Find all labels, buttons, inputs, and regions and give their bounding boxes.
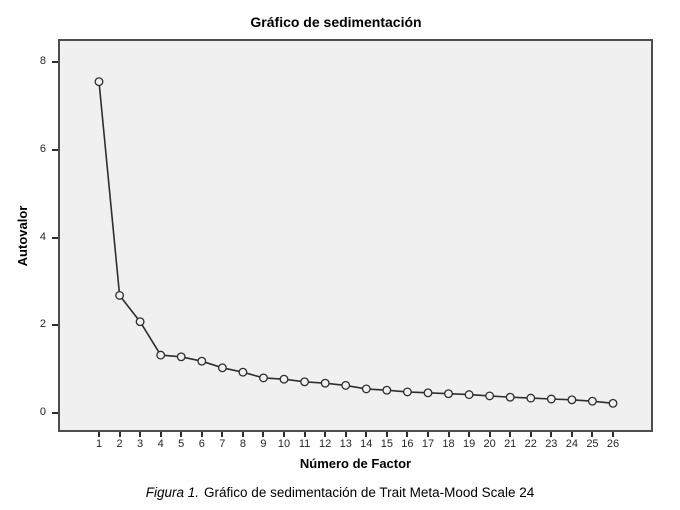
x-axis-tick — [509, 432, 512, 437]
y-tick-label: 4 — [39, 230, 46, 243]
x-axis-tick — [570, 432, 573, 437]
y-axis-tick — [52, 236, 58, 239]
x-tick-label: 21 — [504, 438, 517, 450]
data-point-marker — [546, 394, 556, 404]
x-axis-tick — [303, 432, 306, 437]
y-tick-label: 8 — [39, 55, 46, 67]
x-axis-tick — [406, 432, 409, 437]
x-axis-tick — [529, 432, 532, 437]
data-point-marker — [423, 388, 433, 398]
scree-line-chart — [94, 77, 618, 408]
y-tick-label: 6 — [39, 142, 46, 155]
x-axis-tick — [426, 432, 429, 437]
x-tick-label: 13 — [339, 438, 352, 450]
x-axis-tick — [118, 432, 121, 437]
data-point-marker — [361, 384, 371, 394]
x-axis-tick — [98, 432, 100, 437]
x-tick-label: 18 — [442, 438, 455, 450]
x-axis-tick — [139, 432, 142, 437]
plot-area — [58, 39, 653, 432]
data-point-marker — [259, 373, 268, 383]
y-axis-tick — [52, 412, 58, 414]
data-point-marker — [485, 391, 495, 401]
x-axis-tick — [241, 432, 244, 437]
x-tick-label: 2 — [116, 438, 123, 450]
scree-polyline — [98, 81, 614, 405]
data-point-marker — [94, 77, 104, 87]
data-point-marker — [176, 352, 186, 362]
x-tick-label: 22 — [524, 438, 537, 450]
x-tick-label: 9 — [260, 438, 267, 450]
y-tick-label: 2 — [39, 318, 46, 331]
x-axis-tick — [447, 432, 450, 437]
data-point-marker — [300, 377, 310, 387]
x-tick-label: 6 — [198, 438, 205, 450]
y-axis-tick — [52, 61, 58, 63]
data-point-marker — [197, 356, 207, 366]
x-axis-tick — [324, 432, 327, 437]
x-tick-label: 8 — [239, 438, 246, 450]
data-point-marker — [320, 378, 330, 388]
x-tick-label: 20 — [483, 438, 496, 450]
data-point-marker — [526, 393, 536, 403]
x-tick-label: 15 — [380, 438, 393, 450]
x-tick-label: 16 — [401, 438, 414, 450]
y-tick-label: 0 — [39, 406, 46, 418]
x-axis-tick — [385, 432, 388, 437]
data-point-marker — [279, 374, 289, 384]
x-tick-label: 4 — [157, 438, 164, 450]
x-tick-label: 11 — [298, 438, 311, 450]
data-point-marker — [115, 290, 125, 300]
x-tick-label: 24 — [565, 438, 578, 450]
chart-title: Gráfico de sedimentación — [250, 14, 422, 30]
x-tick-label: 10 — [277, 438, 291, 450]
x-axis-tick — [365, 432, 368, 437]
figure-caption: Figura 1. Gráfico de sedimentación de Tra… — [0, 485, 680, 500]
data-point-marker — [341, 380, 351, 390]
y-axis-tick — [52, 324, 58, 327]
y-axis-tick — [52, 148, 58, 151]
x-tick-label: 7 — [219, 438, 226, 450]
x-axis-tick — [221, 432, 224, 437]
x-axis-tick — [591, 432, 594, 437]
x-axis-tick — [159, 432, 162, 437]
x-tick-label: 23 — [545, 438, 558, 450]
x-tick-label: 19 — [462, 438, 476, 450]
data-point-marker — [444, 389, 453, 399]
x-tick-label: 1 — [95, 438, 103, 450]
x-axis-tick — [488, 432, 491, 437]
x-axis-tick — [468, 432, 471, 437]
x-axis-label: Número de Factor — [299, 456, 412, 471]
data-point-marker — [402, 387, 412, 397]
x-tick-label: 14 — [360, 438, 373, 450]
x-tick-label: 12 — [319, 438, 332, 450]
x-tick-label: 25 — [586, 438, 599, 450]
data-point-marker — [156, 350, 166, 360]
data-point-marker — [238, 367, 248, 377]
caption-figure-number: Figura 1. — [145, 485, 200, 500]
data-point-marker — [135, 317, 145, 327]
x-axis-tick — [550, 432, 553, 437]
data-point-marker — [217, 363, 227, 373]
x-axis-tick — [262, 432, 265, 437]
data-point-marker — [608, 398, 618, 408]
caption-text: Gráfico de sedimentación de Trait Meta-M… — [204, 485, 535, 500]
data-point-marker — [505, 392, 515, 402]
x-axis-tick — [200, 432, 203, 437]
data-point-marker — [567, 395, 577, 405]
x-axis-tick — [283, 432, 286, 437]
x-tick-label: 3 — [137, 438, 144, 450]
data-point-marker — [464, 390, 474, 400]
x-tick-label: 26 — [606, 438, 620, 450]
x-axis-tick — [180, 432, 183, 437]
x-tick-label: 17 — [421, 438, 435, 450]
data-point-marker — [382, 385, 392, 395]
x-tick-label: 5 — [178, 438, 185, 450]
x-axis-tick — [344, 432, 347, 437]
data-point-marker — [587, 396, 597, 406]
x-axis-tick — [612, 432, 614, 437]
